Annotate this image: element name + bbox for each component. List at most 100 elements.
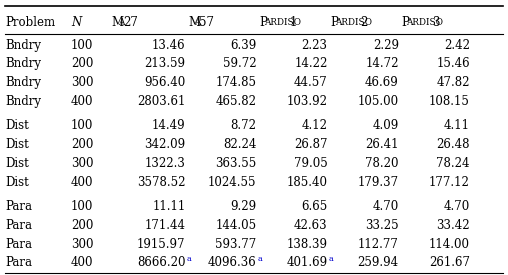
Text: a: a — [186, 255, 192, 263]
Text: 465.82: 465.82 — [215, 95, 257, 108]
Text: 177.12: 177.12 — [429, 175, 470, 189]
Text: 300: 300 — [71, 157, 93, 170]
Text: 342.09: 342.09 — [144, 138, 185, 151]
Text: 1322.3: 1322.3 — [145, 157, 185, 170]
Text: 6.65: 6.65 — [301, 200, 328, 213]
Text: 103.92: 103.92 — [287, 95, 328, 108]
Text: 2.23: 2.23 — [302, 39, 328, 52]
Text: 3578.52: 3578.52 — [137, 175, 185, 189]
Text: 100: 100 — [71, 39, 93, 52]
Text: 46.69: 46.69 — [365, 76, 399, 89]
Text: 4096.36: 4096.36 — [208, 256, 257, 270]
Text: 3: 3 — [432, 15, 439, 29]
Text: Para: Para — [5, 256, 32, 270]
Text: 114.00: 114.00 — [429, 238, 470, 251]
Text: 11.11: 11.11 — [152, 200, 185, 213]
Text: Para: Para — [5, 238, 32, 251]
Text: M: M — [112, 15, 124, 29]
Text: 259.94: 259.94 — [358, 256, 399, 270]
Text: 4.70: 4.70 — [372, 200, 399, 213]
Text: 300: 300 — [71, 238, 93, 251]
Text: 400: 400 — [71, 95, 93, 108]
Text: Dist: Dist — [5, 138, 29, 151]
Text: 261.67: 261.67 — [429, 256, 470, 270]
Text: 26.48: 26.48 — [436, 138, 470, 151]
Text: ARDISO: ARDISO — [406, 18, 443, 26]
Text: 33.25: 33.25 — [365, 219, 399, 232]
Text: 79.05: 79.05 — [294, 157, 328, 170]
Text: 14.49: 14.49 — [152, 119, 185, 133]
Text: 956.40: 956.40 — [144, 76, 185, 89]
Text: 2.42: 2.42 — [444, 39, 470, 52]
Text: 138.39: 138.39 — [287, 238, 328, 251]
Text: 2: 2 — [361, 15, 368, 29]
Text: P: P — [401, 15, 409, 29]
Text: 105.00: 105.00 — [358, 95, 399, 108]
Text: 200: 200 — [71, 57, 93, 70]
Text: A: A — [194, 18, 201, 26]
Text: 363.55: 363.55 — [215, 157, 257, 170]
Text: P: P — [259, 15, 267, 29]
Text: 100: 100 — [71, 200, 93, 213]
Text: A: A — [118, 18, 124, 26]
Text: 26.41: 26.41 — [365, 138, 399, 151]
Text: 4.09: 4.09 — [372, 119, 399, 133]
Text: Bndry: Bndry — [5, 95, 41, 108]
Text: 82.24: 82.24 — [223, 138, 257, 151]
Text: Bndry: Bndry — [5, 76, 41, 89]
Text: 108.15: 108.15 — [429, 95, 470, 108]
Text: 112.77: 112.77 — [358, 238, 399, 251]
Text: M: M — [188, 15, 200, 29]
Text: Para: Para — [5, 200, 32, 213]
Text: 26.87: 26.87 — [294, 138, 328, 151]
Text: 6.39: 6.39 — [230, 39, 257, 52]
Text: Problem: Problem — [5, 15, 55, 29]
Text: 44.57: 44.57 — [294, 76, 328, 89]
Text: 27: 27 — [123, 15, 138, 29]
Text: a: a — [258, 255, 263, 263]
Text: 144.05: 144.05 — [215, 219, 257, 232]
Text: Para: Para — [5, 219, 32, 232]
Text: 171.44: 171.44 — [144, 219, 185, 232]
Text: Bndry: Bndry — [5, 39, 41, 52]
Text: P: P — [330, 15, 338, 29]
Text: 8.72: 8.72 — [231, 119, 257, 133]
Text: 400: 400 — [71, 175, 93, 189]
Text: 4.70: 4.70 — [443, 200, 470, 213]
Text: Dist: Dist — [5, 119, 29, 133]
Text: 57: 57 — [199, 15, 214, 29]
Text: 400: 400 — [71, 256, 93, 270]
Text: 200: 200 — [71, 219, 93, 232]
Text: 100: 100 — [71, 119, 93, 133]
Text: N: N — [71, 15, 81, 29]
Text: 47.82: 47.82 — [436, 76, 470, 89]
Text: 9.29: 9.29 — [231, 200, 257, 213]
Text: 4.11: 4.11 — [444, 119, 470, 133]
Text: 2803.61: 2803.61 — [137, 95, 185, 108]
Text: 14.22: 14.22 — [294, 57, 328, 70]
Text: Dist: Dist — [5, 157, 29, 170]
Text: 4.12: 4.12 — [302, 119, 328, 133]
Text: 2.29: 2.29 — [373, 39, 399, 52]
Text: 78.24: 78.24 — [436, 157, 470, 170]
Text: 213.59: 213.59 — [144, 57, 185, 70]
Text: 15.46: 15.46 — [436, 57, 470, 70]
Text: ARDISO: ARDISO — [264, 18, 301, 26]
Text: 13.46: 13.46 — [152, 39, 185, 52]
Text: Bndry: Bndry — [5, 57, 41, 70]
Text: 78.20: 78.20 — [365, 157, 399, 170]
Text: 401.69: 401.69 — [287, 256, 328, 270]
Text: 14.72: 14.72 — [365, 57, 399, 70]
Text: ARDISO: ARDISO — [335, 18, 372, 26]
Text: Dist: Dist — [5, 175, 29, 189]
Text: 200: 200 — [71, 138, 93, 151]
Text: 1915.97: 1915.97 — [137, 238, 185, 251]
Text: 33.42: 33.42 — [436, 219, 470, 232]
Text: 8666.20: 8666.20 — [137, 256, 185, 270]
Text: 1: 1 — [290, 15, 297, 29]
Text: a: a — [329, 255, 334, 263]
Text: 174.85: 174.85 — [215, 76, 257, 89]
Text: 59.72: 59.72 — [223, 57, 257, 70]
Text: 1024.55: 1024.55 — [208, 175, 257, 189]
Text: 179.37: 179.37 — [358, 175, 399, 189]
